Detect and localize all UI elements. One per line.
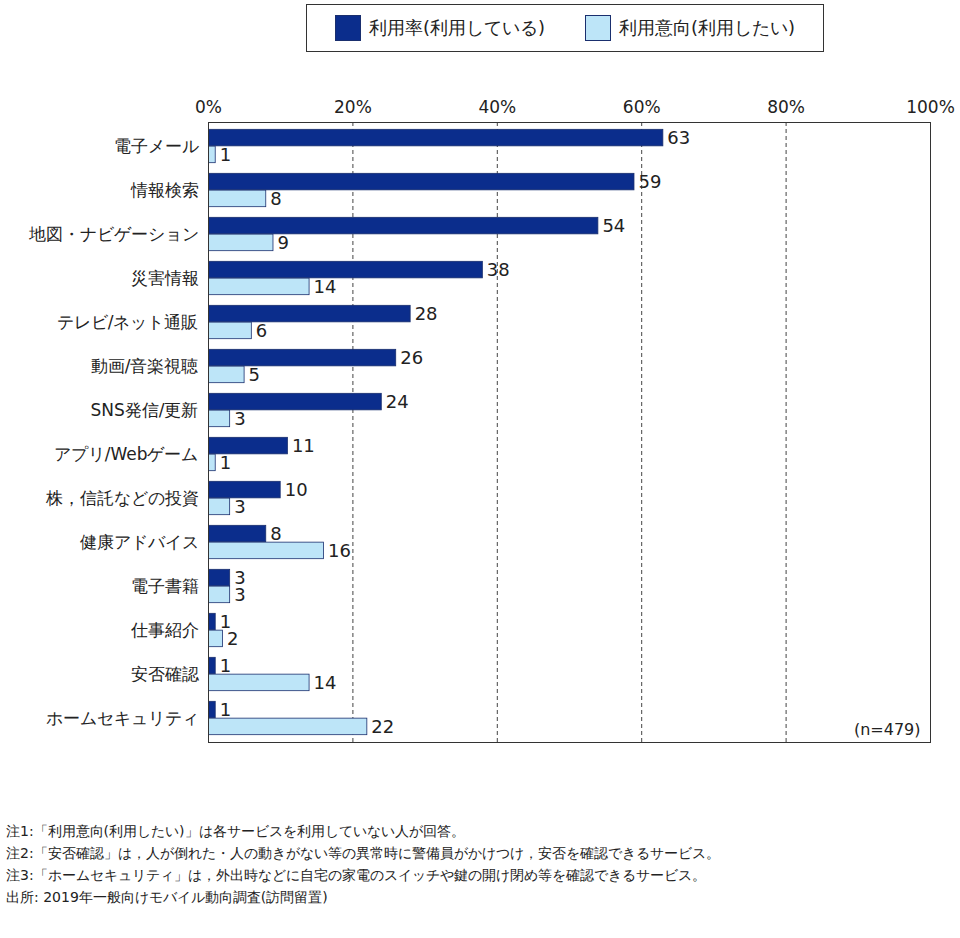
svg-text:20%: 20% (334, 97, 372, 117)
svg-text:40%: 40% (478, 97, 516, 117)
svg-text:10: 10 (285, 479, 308, 500)
svg-text:0%: 0% (195, 97, 222, 117)
svg-text:情報検索: 情報検索 (130, 180, 199, 200)
svg-text:8: 8 (270, 188, 281, 209)
svg-text:電子書籍: 電子書籍 (131, 576, 199, 596)
html-text:出所: 2019年一般向けモバイル動向調査(訪問留置): 出所: 2019年一般向けモバイル動向調査(訪問留置) (6, 889, 328, 905)
svg-text:63: 63 (667, 127, 690, 148)
html-text:注3:「ホームセキュリティ」は，外出時などに自宅の家電のスイ: 注3:「ホームセキュリティ」は，外出時などに自宅の家電のスイッチや鍵の開け閉め等… (6, 867, 706, 883)
svg-text:3: 3 (234, 408, 245, 429)
svg-text:38: 38 (487, 259, 510, 280)
svg-text:安否確認: 安否確認 (131, 664, 199, 684)
svg-text:動画/音楽視聴: 動画/音楽視聴 (91, 356, 199, 376)
svg-text:(n=479): (n=479) (854, 720, 921, 739)
svg-text:16: 16 (328, 540, 351, 561)
svg-text:電子メール: 電子メール (114, 136, 199, 156)
svg-text:健康アドバイス: 健康アドバイス (80, 532, 199, 552)
svg-text:ホームセキュリティ: ホームセキュリティ (46, 708, 199, 728)
svg-text:5: 5 (249, 364, 260, 385)
html-text:注1:「利用意向(利用したい)」は各サービスを利用していない: 注1:「利用意向(利用したい)」は各サービスを利用していない人が回答。 (6, 823, 465, 839)
html-text:利用意向(利用したい): 利用意向(利用したい) (619, 17, 795, 38)
svg-text:災害情報: 災害情報 (131, 268, 199, 288)
svg-text:2: 2 (227, 628, 238, 649)
svg-text:8: 8 (270, 523, 281, 544)
svg-text:54: 54 (602, 215, 625, 236)
svg-text:14: 14 (314, 276, 337, 297)
svg-text:22: 22 (371, 716, 394, 737)
svg-text:1: 1 (220, 699, 231, 720)
svg-text:1: 1 (219, 610, 232, 632)
svg-text:100%: 100% (906, 97, 955, 117)
svg-text:1: 1 (220, 655, 231, 676)
svg-text:3: 3 (234, 566, 246, 588)
svg-text:1: 1 (220, 452, 231, 473)
svg-text:1: 1 (220, 144, 231, 165)
svg-text:59: 59 (638, 171, 661, 192)
svg-text:24: 24 (386, 391, 409, 412)
svg-text:9: 9 (277, 232, 288, 253)
svg-text:株，信託などの投資: 株，信託などの投資 (45, 488, 199, 508)
html-text:利用率(利用している): 利用率(利用している) (369, 17, 545, 38)
svg-text:アプリ/Webゲーム: アプリ/Webゲーム (54, 444, 199, 464)
html-text:注2:「安否確認」は，人が倒れた・人の動きがない等の異常時に: 注2:「安否確認」は，人が倒れた・人の動きがない等の異常時に警備員がかけつけ，安… (6, 845, 720, 861)
svg-text:仕事紹介: 仕事紹介 (130, 620, 199, 640)
svg-text:3: 3 (234, 584, 245, 605)
svg-text:60%: 60% (623, 97, 661, 117)
svg-text:3: 3 (234, 496, 245, 517)
svg-text:14: 14 (314, 672, 337, 693)
svg-text:11: 11 (292, 435, 315, 456)
svg-text:26: 26 (400, 347, 423, 368)
svg-text:SNS発信/更新: SNS発信/更新 (90, 400, 198, 420)
svg-text:28: 28 (415, 303, 438, 324)
svg-text:地図・ナビゲーション: 地図・ナビゲーション (28, 224, 199, 244)
svg-text:80%: 80% (767, 97, 805, 117)
svg-text:テレビ/ネット通販: テレビ/ネット通販 (57, 312, 199, 332)
svg-text:6: 6 (256, 320, 267, 341)
